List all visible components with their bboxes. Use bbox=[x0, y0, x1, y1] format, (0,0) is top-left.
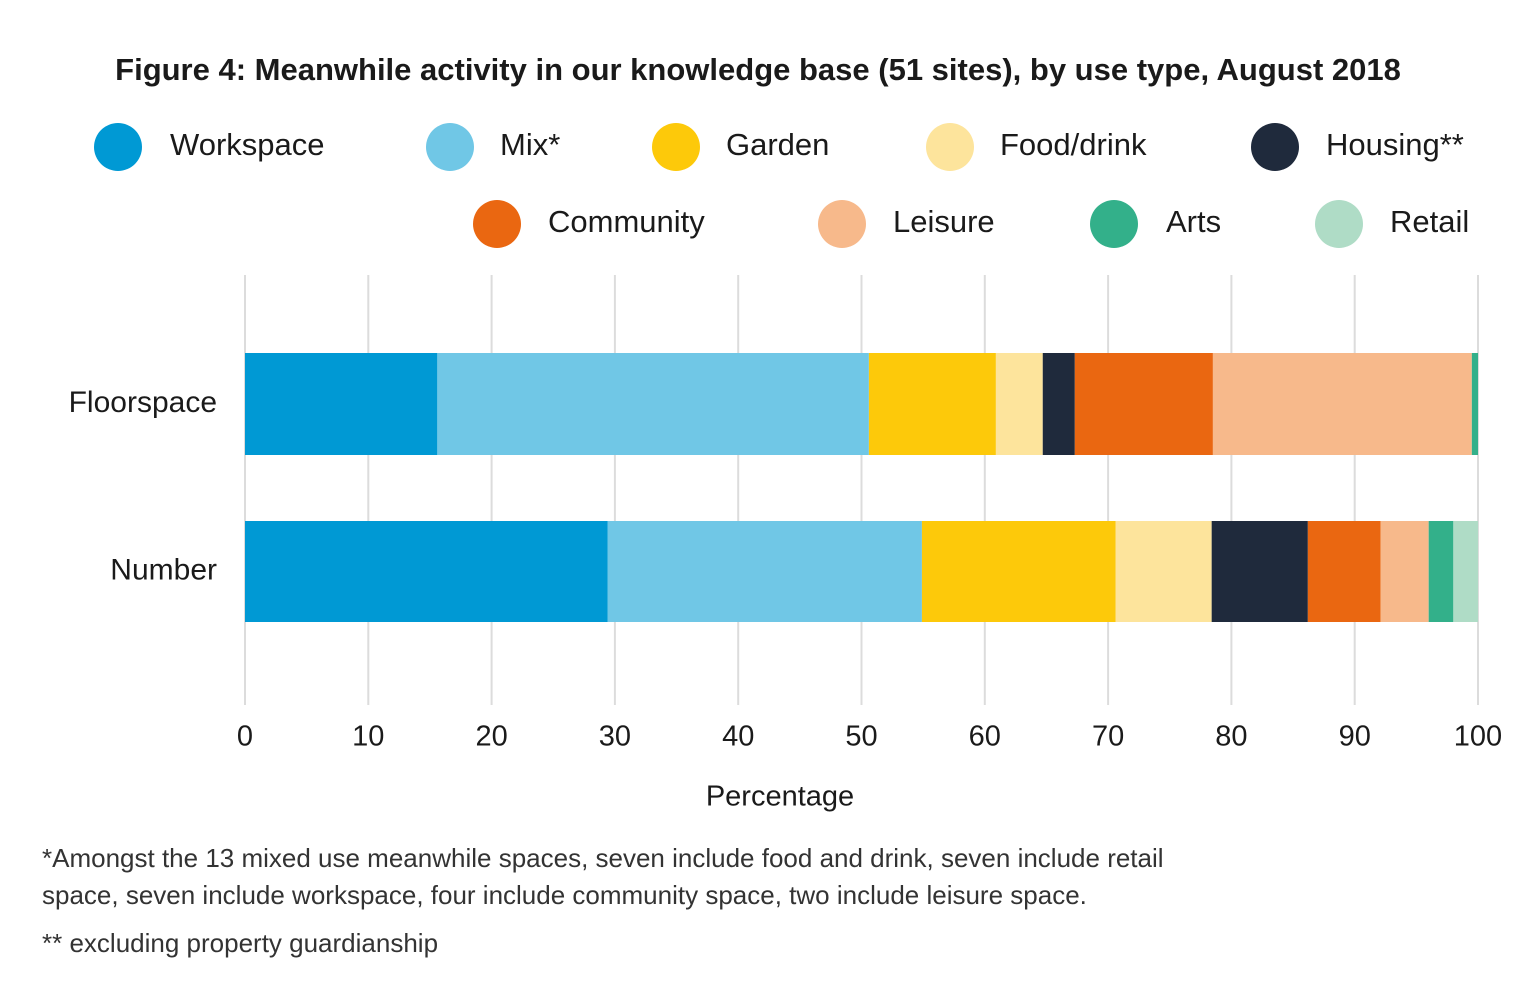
footnote: *Amongst the 13 mixed use meanwhile spac… bbox=[42, 843, 1164, 873]
bar-segment bbox=[995, 353, 1043, 455]
footnote: space, seven include workspace, four inc… bbox=[42, 880, 1087, 910]
x-tick-label: 40 bbox=[722, 721, 754, 753]
x-tick-label: 50 bbox=[845, 721, 877, 753]
bar-segment bbox=[1307, 521, 1381, 622]
bar-segment bbox=[1042, 353, 1075, 455]
bar-segment bbox=[437, 353, 869, 455]
legend-label: Housing** bbox=[1326, 127, 1464, 162]
x-tick-label: 0 bbox=[237, 721, 253, 753]
bar-segment bbox=[1428, 521, 1454, 622]
bar-segment bbox=[1115, 521, 1212, 622]
legend-swatch bbox=[652, 123, 700, 171]
x-tick-label: 30 bbox=[599, 721, 631, 753]
bar-segment bbox=[607, 521, 922, 622]
legend-swatch bbox=[473, 200, 521, 248]
x-tick-label: 90 bbox=[1339, 721, 1371, 753]
x-axis-label: Percentage bbox=[706, 781, 854, 813]
legend-swatch bbox=[94, 123, 142, 171]
bar-segment bbox=[921, 521, 1116, 622]
bar-segment bbox=[1380, 521, 1429, 622]
legend-swatch bbox=[1090, 200, 1138, 248]
legend-swatch bbox=[426, 123, 474, 171]
legend-label: Workspace bbox=[170, 127, 325, 162]
x-tick-label: 20 bbox=[475, 721, 507, 753]
legend-label: Garden bbox=[726, 127, 829, 162]
legend-swatch bbox=[926, 123, 974, 171]
legend-label: Mix* bbox=[500, 127, 560, 162]
bar-segment bbox=[1453, 521, 1478, 622]
footnote: ** excluding property guardianship bbox=[42, 928, 438, 958]
legend-label: Retail bbox=[1390, 204, 1469, 239]
bar-segment bbox=[245, 353, 438, 455]
y-tick-label: Number bbox=[110, 553, 217, 586]
legend-label: Food/drink bbox=[1000, 127, 1147, 162]
x-tick-label: 100 bbox=[1454, 721, 1502, 753]
x-tick-label: 10 bbox=[352, 721, 384, 753]
legend-label: Arts bbox=[1166, 204, 1221, 239]
bar-segment bbox=[868, 353, 996, 455]
legend-label: Leisure bbox=[893, 204, 995, 239]
x-tick-label: 80 bbox=[1215, 721, 1247, 753]
x-tick-label: 60 bbox=[969, 721, 1001, 753]
bar-segment bbox=[245, 521, 608, 622]
legend-swatch bbox=[818, 200, 866, 248]
legend-swatch bbox=[1251, 123, 1299, 171]
chart-title: Figure 4: Meanwhile activity in our know… bbox=[115, 52, 1401, 87]
bar-segment bbox=[1211, 521, 1308, 622]
x-tick-label: 70 bbox=[1092, 721, 1124, 753]
y-tick-label: Floorspace bbox=[69, 386, 217, 419]
bar-segment bbox=[1212, 353, 1472, 455]
bar-segment bbox=[1471, 353, 1478, 455]
legend-label: Community bbox=[548, 204, 705, 239]
legend-swatch bbox=[1315, 200, 1363, 248]
bar-segment bbox=[1074, 353, 1213, 455]
